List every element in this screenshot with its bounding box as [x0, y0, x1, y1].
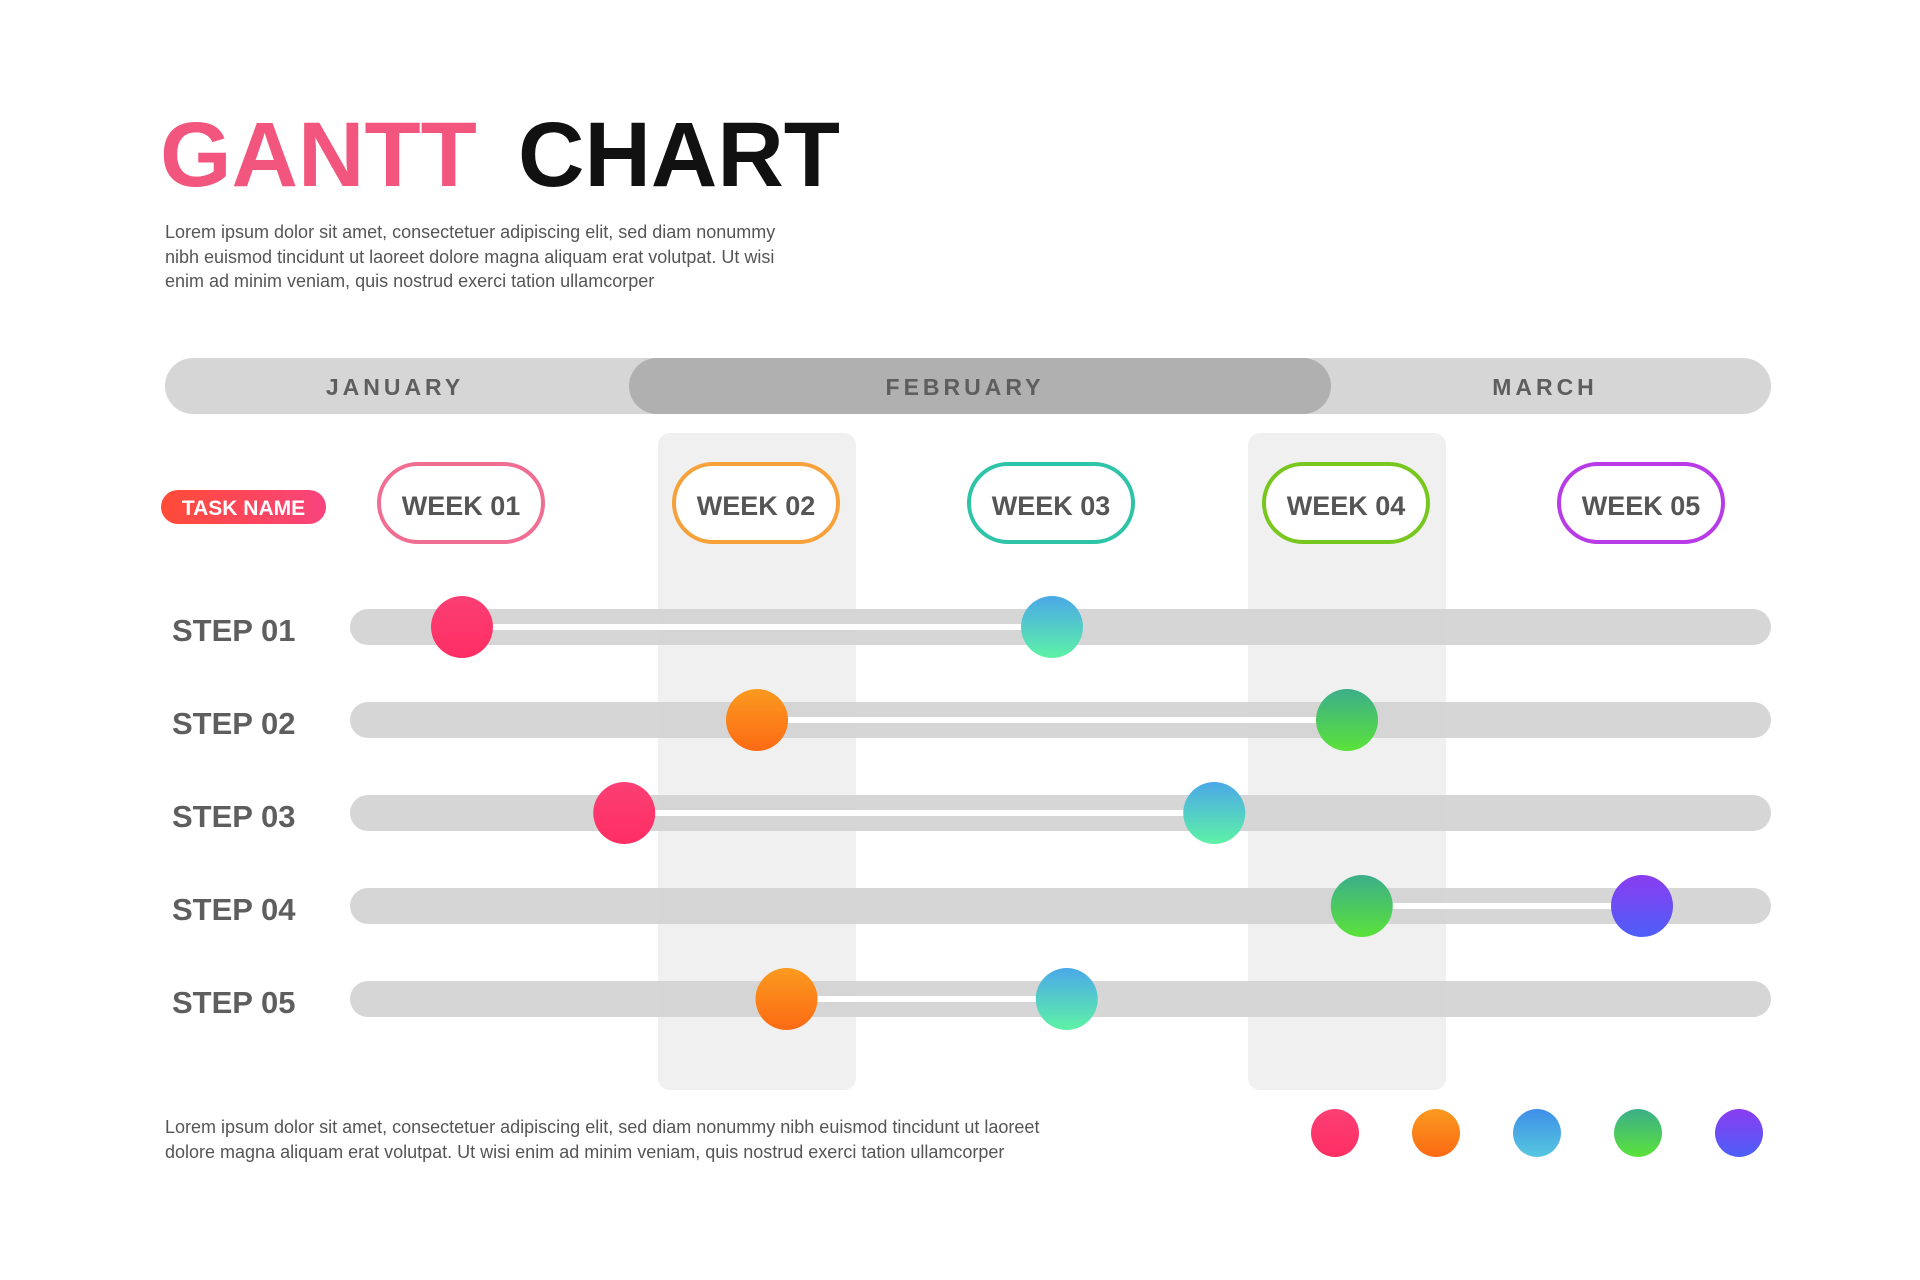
- task-start-dot: [593, 782, 656, 844]
- task-duration-line: [1361, 903, 1642, 909]
- task-row: STEP 03: [172, 782, 1771, 844]
- week-pill: WEEK 05: [1557, 462, 1725, 544]
- week-label: WEEK 01: [402, 491, 521, 521]
- footer-line: dolore magna aliquam erat volutpat. Ut w…: [165, 1142, 1004, 1162]
- week-highlights: [658, 433, 1446, 1090]
- task-end-dot: [1021, 596, 1083, 658]
- legend-dot: [1614, 1109, 1662, 1157]
- task-end-dot: [1316, 689, 1378, 751]
- task-label: STEP 04: [172, 892, 296, 927]
- color-legend: [1311, 1109, 1763, 1157]
- legend-dot: [1412, 1109, 1460, 1157]
- task-label: STEP 05: [172, 985, 296, 1020]
- week-pill: WEEK 01: [377, 462, 545, 544]
- task-name-badge-bg: [161, 490, 326, 524]
- legend-dot: [1311, 1109, 1359, 1157]
- task-row: STEP 04: [172, 875, 1771, 937]
- month-label: MARCH: [1492, 374, 1598, 400]
- week-pill-outline: [1262, 462, 1430, 544]
- intro-line: nibh euismod tincidunt ut laoreet dolore…: [165, 247, 774, 267]
- week-label: WEEK 02: [697, 491, 816, 521]
- week-highlight-column: [658, 433, 856, 1090]
- footer-line: Lorem ipsum dolor sit amet, consectetuer…: [165, 1117, 1039, 1137]
- week-headers: WEEK 01 WEEK 02 WEEK 03 WEEK 04 WEEK 05: [377, 462, 1725, 544]
- task-duration-line: [624, 810, 1215, 816]
- month-label: FEBRUARY: [886, 374, 1045, 400]
- week-pill-outline: [967, 462, 1135, 544]
- intro-line: Lorem ipsum dolor sit amet, consectetuer…: [165, 222, 775, 242]
- month-active-segment: [629, 358, 1331, 414]
- week-pill-outline: [377, 462, 545, 544]
- task-name-badge: TASK NAME: [161, 490, 326, 524]
- task-row: STEP 02: [172, 689, 1771, 751]
- task-row: STEP 01: [172, 596, 1771, 658]
- task-start-dot: [1330, 875, 1393, 937]
- task-duration-line: [462, 624, 1052, 630]
- week-pill-outline: [672, 462, 840, 544]
- week-pill: WEEK 04: [1262, 462, 1430, 544]
- footer-paragraph: Lorem ipsum dolor sit amet, consectetuer…: [165, 1117, 1039, 1162]
- legend-dot: [1513, 1109, 1561, 1157]
- intro-line: enim ad minim veniam, quis nostrud exerc…: [165, 271, 654, 291]
- week-pill: WEEK 02: [672, 462, 840, 544]
- week-label: WEEK 04: [1287, 491, 1406, 521]
- task-start-dot: [726, 689, 788, 751]
- task-label: STEP 03: [172, 799, 296, 834]
- week-highlight-column: [1248, 433, 1446, 1090]
- task-name-badge-label: TASK NAME: [182, 497, 305, 520]
- task-end-dot: [1183, 782, 1246, 844]
- task-label: STEP 01: [172, 613, 296, 648]
- month-bar: JANUARY FEBRUARY MARCH: [165, 358, 1771, 414]
- month-label: JANUARY: [326, 374, 464, 400]
- task-label: STEP 02: [172, 706, 296, 741]
- legend-dot: [1715, 1109, 1763, 1157]
- title-main: CHART: [518, 104, 840, 206]
- task-duration-line: [786, 996, 1067, 1002]
- week-pill: WEEK 03: [967, 462, 1135, 544]
- task-start-dot: [755, 968, 818, 1030]
- task-end-dot: [1611, 875, 1673, 937]
- task-start-dot: [431, 596, 493, 658]
- task-rows: STEP 01 STEP 02 STEP 03 STEP 04 STEP 05: [172, 596, 1771, 1030]
- task-end-dot: [1035, 968, 1098, 1030]
- task-row: STEP 05: [172, 968, 1771, 1030]
- week-label: WEEK 03: [992, 491, 1111, 521]
- week-pill-outline: [1557, 462, 1725, 544]
- intro-paragraph: Lorem ipsum dolor sit amet, consectetuer…: [165, 222, 775, 291]
- task-duration-line: [757, 717, 1347, 723]
- week-label: WEEK 05: [1582, 491, 1701, 521]
- title-accent: GANTT: [160, 104, 477, 206]
- task-track: [350, 888, 1771, 924]
